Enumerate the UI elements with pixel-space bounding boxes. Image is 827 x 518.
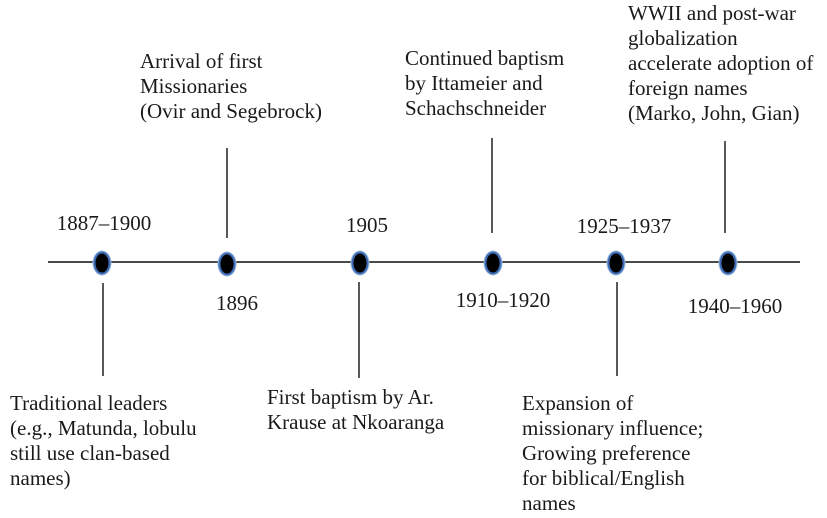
connector-line-1940-1960: [724, 141, 726, 233]
event-description-1896: Arrival of first Missionaries (Ovir and …: [140, 49, 322, 123]
timeline-axis: [48, 261, 800, 263]
date-label-1940-1960: 1940–1960: [687, 294, 783, 318]
connector-line-1905: [358, 282, 360, 378]
connector-line-1910-1920: [491, 138, 493, 233]
date-label-1896: 1896: [216, 291, 258, 315]
timeline-marker-1940-1960: [719, 251, 737, 275]
event-description-1905: First baptism by Ar. Krause at Nkoaranga: [267, 385, 445, 434]
connector-line-1925-1937: [616, 282, 618, 376]
date-label-1910-1920: 1910–1920: [455, 288, 551, 312]
connector-line-1896: [226, 148, 228, 238]
connector-line-1887-1900: [102, 283, 104, 376]
timeline-marker-1896: [218, 252, 236, 276]
date-label-1925-1937: 1925–1937: [576, 214, 672, 238]
timeline-marker-1910-1920: [484, 251, 502, 275]
event-description-1940-1960: WWII and post-war globalization accelera…: [628, 1, 814, 125]
event-description-1925-1937: Expansion of missionary influence; Growi…: [522, 391, 704, 515]
event-description-1887-1900: Traditional leaders (e.g., Matunda, lobu…: [10, 391, 197, 490]
event-description-1910-1920: Continued baptism by Ittameier and Schac…: [405, 46, 565, 120]
timeline-marker-1925-1937: [607, 251, 625, 275]
timeline-marker-1887-1900: [93, 251, 111, 275]
date-label-1887-1900: 1887–1900: [56, 211, 152, 235]
date-label-1905: 1905: [346, 213, 388, 237]
timeline-marker-1905: [351, 251, 369, 275]
